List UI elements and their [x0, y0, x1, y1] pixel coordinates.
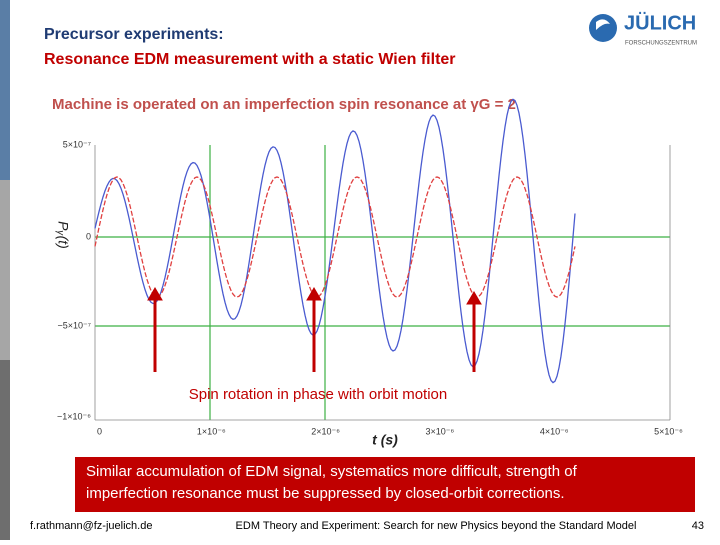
y-tick-label: 0	[86, 231, 91, 241]
logo-mark	[596, 19, 610, 30]
arrow-head	[466, 291, 482, 305]
note-text: imperfection resonance must be suppresse…	[86, 485, 565, 502]
logo-mark	[589, 14, 617, 42]
y-tick-label: 5×10⁻⁷	[63, 139, 91, 149]
x-tick-label: 2×10⁻⁶	[311, 426, 340, 436]
side-bar	[0, 180, 10, 360]
x-tick-label: 1×10⁻⁶	[197, 426, 226, 436]
side-bar	[0, 360, 10, 540]
note-box	[75, 457, 695, 512]
curve	[94, 176, 576, 298]
y-axis-label: Pᵧ(t)	[55, 221, 71, 249]
title: Resonance EDM measurement with a static …	[44, 51, 456, 68]
note-text: Similar accumulation of EDM signal, syst…	[86, 463, 578, 480]
page-number: 43	[692, 520, 704, 532]
side-bar	[0, 0, 10, 180]
x-tick-label: 0	[97, 426, 102, 436]
footer-email: f.rathmann@fz-juelich.de	[30, 520, 152, 532]
x-tick-label: 5×10⁻⁶	[654, 426, 683, 436]
x-tick-label: 4×10⁻⁶	[540, 426, 569, 436]
plot: t (s) Pᵧ(t) 5×10⁻⁷ 0 −5×10⁻⁷ −1×10⁻⁶ 0 1×10⁻⁶…	[55, 98, 683, 448]
arrows	[147, 287, 482, 372]
annotation: Spin rotation in phase with orbit motion	[189, 386, 447, 403]
arrow-head	[306, 287, 322, 301]
arrow-head	[147, 287, 163, 301]
logo-sub: FORSCHUNGSZENTRUM	[625, 41, 697, 47]
title: Precursor experiments:	[44, 26, 224, 43]
x-axis-label: t (s)	[372, 432, 398, 448]
x-tick-label: 3×10⁻⁶	[426, 426, 455, 436]
y-tick-label: −5×10⁻⁷	[57, 320, 91, 330]
y-tick-label: −1×10⁻⁶	[57, 411, 91, 421]
subtitle: Machine is operated on an imperfection s…	[52, 96, 516, 113]
footer-title: EDM Theory and Experiment: Search for ne…	[236, 520, 637, 532]
logo-text: JÜLICH	[624, 11, 696, 34]
curve	[94, 98, 576, 384]
